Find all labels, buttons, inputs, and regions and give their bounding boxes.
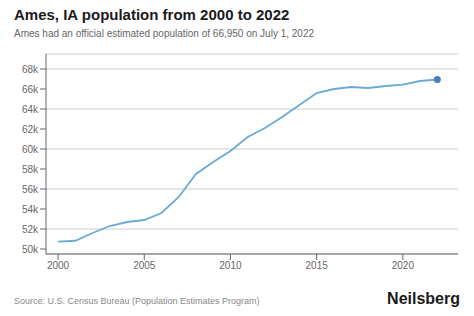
- svg-text:2000: 2000: [47, 260, 70, 271]
- svg-text:62k: 62k: [22, 124, 39, 135]
- svg-text:56k: 56k: [22, 184, 39, 195]
- svg-text:52k: 52k: [22, 224, 39, 235]
- svg-text:2005: 2005: [133, 260, 156, 271]
- svg-text:64k: 64k: [22, 104, 39, 115]
- svg-text:60k: 60k: [22, 144, 39, 155]
- html-text:Neilsberg: Neilsberg: [387, 290, 460, 307]
- svg-text:2010: 2010: [219, 260, 242, 271]
- svg-text:54k: 54k: [22, 204, 39, 215]
- html-text:Source: U.S. Census Bureau (Po: Source: U.S. Census Bureau (Population E…: [14, 296, 260, 306]
- html-text:Ames had an official estimated: Ames had an official estimated populatio…: [14, 28, 314, 39]
- svg-text:2020: 2020: [392, 260, 415, 271]
- svg-text:66k: 66k: [22, 84, 39, 95]
- svg-text:2015: 2015: [306, 260, 329, 271]
- svg-text:50k: 50k: [22, 244, 39, 255]
- html-text:Ames, IA population from 2000: Ames, IA population from 2000 to 2022: [14, 6, 290, 23]
- svg-text:58k: 58k: [22, 164, 39, 175]
- svg-text:68k: 68k: [22, 64, 39, 75]
